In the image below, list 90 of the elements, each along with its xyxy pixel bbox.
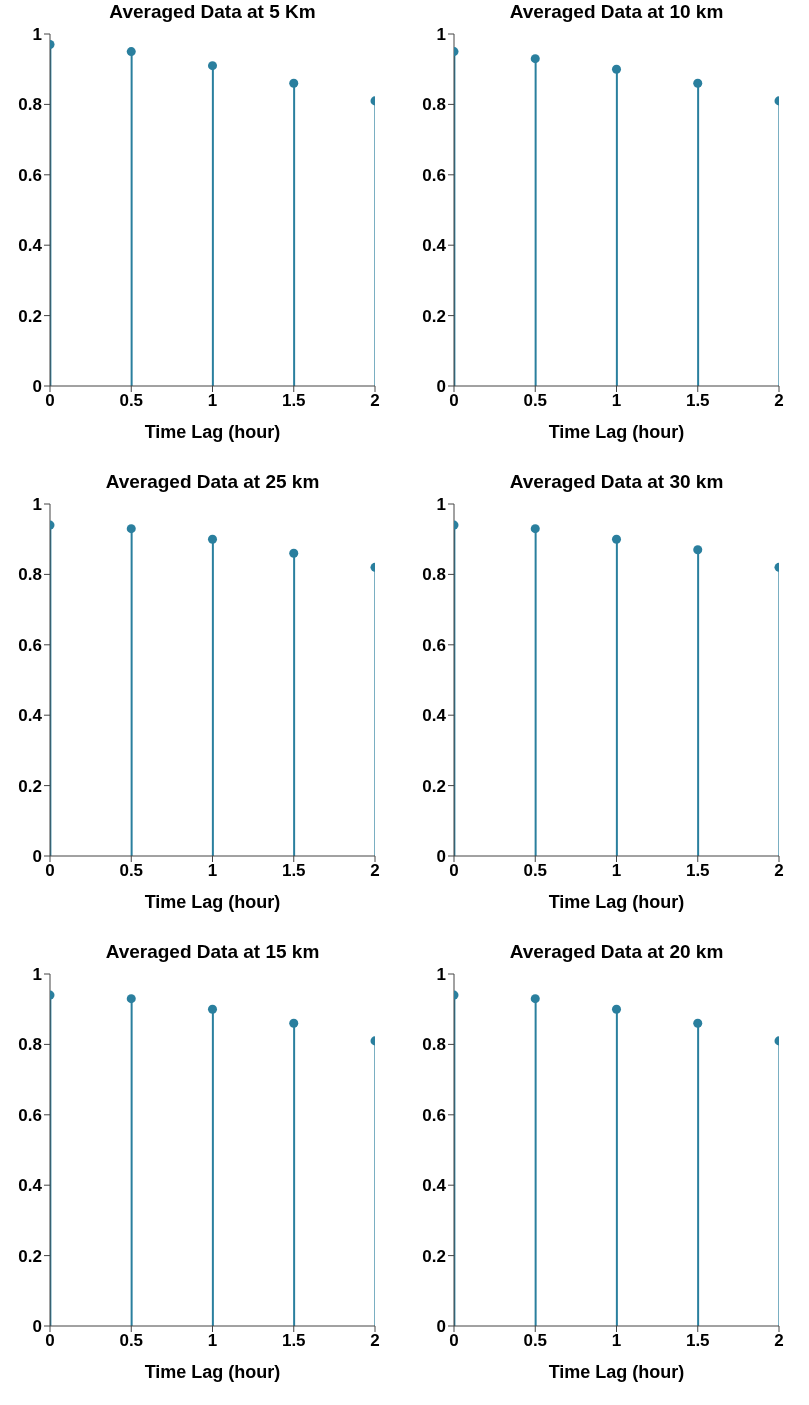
y-tick-label: 0.4 bbox=[422, 706, 447, 726]
y-tick-label: 0.8 bbox=[422, 565, 446, 585]
point bbox=[530, 994, 540, 1004]
chart-title: Averaged Data at 30 km bbox=[508, 470, 725, 492]
y-tick-label: 0.6 bbox=[18, 1105, 42, 1125]
point bbox=[289, 78, 299, 88]
x-tick-label: 1.5 bbox=[281, 861, 306, 881]
chart-title: Averaged Data at 5 Km bbox=[108, 0, 317, 22]
point bbox=[611, 534, 622, 544]
y-tick-label: 1 bbox=[32, 495, 42, 515]
y-tick-label: 0 bbox=[436, 847, 446, 867]
y-tick-label: 0.6 bbox=[18, 165, 42, 185]
x-tick-label: 1.5 bbox=[685, 391, 710, 411]
y-tick-label: 0.8 bbox=[18, 1035, 42, 1055]
x-tick-label: 2 bbox=[370, 861, 380, 881]
y-tick-label: 0 bbox=[32, 847, 42, 867]
x-tick-label: 0.5 bbox=[119, 391, 144, 411]
point bbox=[207, 1004, 218, 1014]
x-tick-label: 1 bbox=[611, 1331, 622, 1351]
x-tick-label: 1.5 bbox=[685, 1331, 710, 1351]
x-axis-title: Time Lag (hour) bbox=[144, 892, 281, 912]
chart-title: Averaged Data at 15 km bbox=[104, 940, 321, 962]
y-tick-label: 0.2 bbox=[18, 1246, 42, 1266]
y-tick-label: 0.6 bbox=[18, 635, 42, 655]
y-tick-label: 0.2 bbox=[422, 1246, 446, 1266]
x-axis-title: Time Lag (hour) bbox=[548, 422, 685, 442]
point bbox=[289, 548, 299, 558]
point bbox=[207, 534, 218, 544]
x-tick-label: 1.5 bbox=[281, 1331, 306, 1351]
x-tick-label: 2 bbox=[370, 1331, 380, 1351]
y-tick-label: 1 bbox=[436, 25, 446, 45]
y-tick-label: 1 bbox=[32, 25, 42, 45]
point bbox=[530, 524, 540, 534]
point bbox=[611, 1004, 622, 1014]
point bbox=[289, 1018, 299, 1028]
point bbox=[530, 54, 540, 64]
y-tick-label: 0.8 bbox=[422, 1035, 446, 1055]
y-tick-label: 0 bbox=[32, 377, 42, 397]
chart-title: Averaged Data at 25 km bbox=[104, 470, 321, 492]
y-tick-label: 0.6 bbox=[422, 635, 446, 655]
y-tick-label: 0 bbox=[436, 1317, 446, 1337]
point bbox=[126, 47, 136, 57]
y-tick-label: 0.6 bbox=[422, 1105, 446, 1125]
y-tick-label: 0.4 bbox=[422, 236, 447, 256]
x-tick-label: 0.5 bbox=[523, 391, 548, 411]
x-tick-label: 0.5 bbox=[119, 1331, 144, 1351]
point bbox=[693, 78, 703, 88]
y-tick-label: 0 bbox=[32, 1317, 42, 1337]
y-tick-label: 0.2 bbox=[18, 306, 42, 326]
y-tick-label: 0.4 bbox=[18, 706, 43, 726]
chart-title: Averaged Data at 20 km bbox=[508, 940, 725, 962]
x-tick-label: 2 bbox=[774, 861, 784, 881]
x-tick-label: 1 bbox=[207, 1331, 218, 1351]
x-tick-label: 1 bbox=[611, 861, 622, 881]
chart-title: Averaged Data at 10 km bbox=[508, 0, 725, 22]
x-tick-label: 2 bbox=[370, 391, 380, 411]
point bbox=[693, 545, 703, 555]
x-tick-label: 1 bbox=[207, 391, 218, 411]
x-axis-title: Time Lag (hour) bbox=[144, 1362, 281, 1382]
x-tick-label: 1.5 bbox=[685, 861, 710, 881]
x-tick-label: 1.5 bbox=[281, 391, 306, 411]
x-tick-label: 0.5 bbox=[523, 1331, 548, 1351]
point bbox=[126, 994, 136, 1004]
y-tick-label: 0.2 bbox=[18, 776, 42, 796]
y-tick-label: 0.8 bbox=[18, 95, 42, 115]
point bbox=[126, 524, 136, 534]
y-tick-label: 0.4 bbox=[18, 236, 43, 256]
x-axis-title: Time Lag (hour) bbox=[144, 422, 281, 442]
x-tick-label: 1 bbox=[207, 861, 218, 881]
y-tick-label: 0.4 bbox=[422, 1176, 447, 1196]
y-tick-label: 0.8 bbox=[422, 95, 446, 115]
y-tick-label: 0.4 bbox=[18, 1176, 43, 1196]
point bbox=[693, 1018, 703, 1028]
y-tick-label: 0.2 bbox=[422, 776, 446, 796]
y-tick-label: 0 bbox=[436, 377, 446, 397]
point bbox=[611, 64, 622, 74]
point bbox=[207, 61, 218, 71]
y-tick-label: 0.6 bbox=[422, 165, 446, 185]
y-tick-label: 0.2 bbox=[422, 306, 446, 326]
x-axis-title: Time Lag (hour) bbox=[548, 892, 685, 912]
x-tick-label: 2 bbox=[774, 1331, 784, 1351]
x-tick-label: 0.5 bbox=[523, 861, 548, 881]
x-tick-label: 1 bbox=[611, 391, 622, 411]
y-tick-label: 1 bbox=[32, 965, 42, 985]
x-tick-label: 2 bbox=[774, 391, 784, 411]
y-tick-label: 0.8 bbox=[18, 565, 42, 585]
y-tick-label: 1 bbox=[436, 965, 446, 985]
x-tick-label: 0.5 bbox=[119, 861, 144, 881]
x-axis-title: Time Lag (hour) bbox=[548, 1362, 685, 1382]
y-tick-label: 1 bbox=[436, 495, 446, 515]
